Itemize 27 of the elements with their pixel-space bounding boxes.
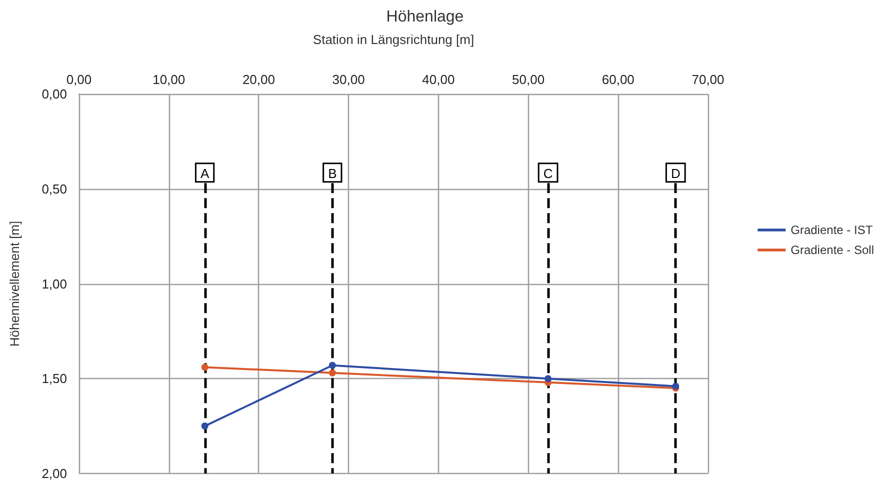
ref-line-label: D xyxy=(670,166,680,182)
point xyxy=(544,375,552,382)
x-tick-label: 70,00 xyxy=(692,72,724,87)
x-tick-label: 40,00 xyxy=(422,72,455,87)
point xyxy=(328,369,336,376)
y-tick-label: 1,00 xyxy=(42,276,67,292)
x-tick-label: 50,00 xyxy=(512,72,545,87)
point xyxy=(201,364,208,371)
x-tick-label: 0,00 xyxy=(66,72,92,87)
ref-line-label: B xyxy=(328,166,337,182)
x-tick-label: 20,00 xyxy=(242,72,275,87)
legend-label: Gradiente - Soll xyxy=(790,243,874,257)
y-tick-label: 0,00 xyxy=(42,86,67,102)
x-tick-label: 10,00 xyxy=(152,72,186,87)
point xyxy=(328,362,336,369)
y-axis-title: Höhennivellement [m] xyxy=(7,220,22,347)
ref-line-label: A xyxy=(200,166,210,182)
x-tick-label: 30,00 xyxy=(332,72,365,87)
x-axis-title: Station in Längsrichtung [m] xyxy=(312,32,474,47)
ref-line-label: C xyxy=(543,166,553,182)
chart-title: Höhenlage xyxy=(386,8,464,26)
y-tick-label: 1,50 xyxy=(42,371,67,386)
y-tick-label: 2,00 xyxy=(42,466,67,480)
x-tick-label: 60,00 xyxy=(602,72,634,87)
y-tick-label: 0,50 xyxy=(42,181,67,196)
legend-label: Gradiente - IST xyxy=(790,223,874,237)
point xyxy=(201,422,208,430)
